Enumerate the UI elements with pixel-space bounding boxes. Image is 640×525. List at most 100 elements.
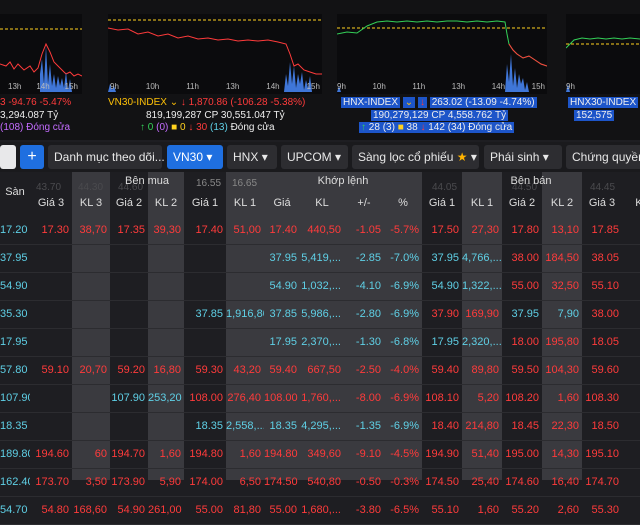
column-header-match-price[interactable]: Giá <box>273 197 291 209</box>
buy-vol-2-cell[interactable] <box>148 328 184 356</box>
buy-price-1-cell[interactable] <box>184 272 226 300</box>
buy-price-3-cell[interactable] <box>30 300 72 328</box>
buy-price-2-cell[interactable]: 194.70 <box>111 448 145 460</box>
buy-price-3-cell[interactable]: 173.70 <box>35 476 69 488</box>
header-san[interactable]: Sàn <box>5 186 25 198</box>
sell-price-1-cell[interactable]: 108.10 <box>425 392 459 404</box>
sell-price-2-cell[interactable]: 108.20 <box>505 392 539 404</box>
buy-vol-1-cell[interactable]: 1,916,80 <box>226 308 264 320</box>
sell-price-3-cell[interactable]: 108.30 <box>585 392 619 404</box>
sell-vol-3-cell[interactable] <box>622 496 640 524</box>
sell-vol-2-cell[interactable]: 32,50 <box>551 280 579 292</box>
buy-price-3-cell[interactable]: 17.30 <box>41 224 69 236</box>
sell-price-1-cell[interactable]: 17.50 <box>431 224 459 236</box>
sell-price-2-cell[interactable]: 55.20 <box>511 504 539 516</box>
sell-price-1-cell[interactable]: 37.95 <box>431 252 459 264</box>
sell-vol-3-cell[interactable]: 8 <box>622 300 640 328</box>
sell-vol-1-cell[interactable]: 25,40 <box>471 476 499 488</box>
sell-price-1-cell[interactable]: 37.90 <box>431 308 459 320</box>
sell-vol-3-cell[interactable] <box>622 440 640 468</box>
sell-price-3-cell[interactable]: 17.85 <box>591 224 619 236</box>
tab-hnx[interactable]: HNX ▾ <box>227 145 277 169</box>
buy-vol-2-cell[interactable]: 253,20 <box>148 392 182 404</box>
sell-vol-1-cell[interactable]: 5,20 <box>477 392 499 404</box>
sell-vol-1-cell[interactable]: 169,90 <box>465 308 499 320</box>
buy-price-1-cell[interactable] <box>184 244 226 272</box>
buy-vol-3-cell[interactable]: 38,70 <box>79 224 107 236</box>
sell-vol-3-cell[interactable] <box>622 468 640 496</box>
sell-vol-2-cell[interactable]: 184,50 <box>545 252 579 264</box>
tab-upcom[interactable]: UPCOM ▾ <box>281 145 348 169</box>
buy-vol-3-cell[interactable]: 60 <box>94 448 107 460</box>
sell-price-2-cell[interactable]: 18.00 <box>511 336 539 348</box>
sell-price-3-cell[interactable]: 195.10 <box>585 448 619 460</box>
sell-price-3-cell[interactable]: 55.10 <box>591 280 619 292</box>
sell-price-2-cell[interactable]: 59.50 <box>511 364 539 376</box>
chevron-down-icon[interactable]: ⌄ <box>169 97 179 108</box>
sell-vol-1-cell[interactable]: 89,80 <box>471 364 499 376</box>
table-row[interactable]: 18.35 18.35 2,558,... 18.35 4,295,... -1.35 -6… <box>0 412 640 441</box>
sell-vol-1-cell[interactable]: 214,80 <box>465 420 499 432</box>
tab-vn30[interactable]: VN30 ▾ <box>167 145 223 169</box>
column-header-sell-vol-1[interactable]: KL 1 <box>470 197 494 209</box>
index-card-vnindex[interactable]: 13h 14h 15h 3 -94.76 -5.47% 3,294.087 Tỷ… <box>0 0 100 140</box>
buy-vol-3-cell[interactable] <box>72 272 110 300</box>
buy-price-2-cell[interactable] <box>110 244 148 272</box>
tab-derivatives[interactable]: Phái sinh ▾ <box>484 145 562 169</box>
buy-price-2-cell[interactable]: 17.35 <box>117 224 145 236</box>
sell-vol-2-cell[interactable]: 14,30 <box>551 448 579 460</box>
buy-vol-1-cell[interactable] <box>226 244 264 272</box>
column-header-sell-vol-3[interactable]: KL <box>635 197 640 209</box>
sell-vol-1-cell[interactable]: 1,322,... <box>462 280 502 292</box>
sell-vol-2-cell[interactable]: 2,60 <box>557 504 579 516</box>
sell-price-2-cell[interactable]: 38.00 <box>511 252 539 264</box>
table-row[interactable]: 189.80194.6060194.701,60194.801,60194.80… <box>0 440 640 469</box>
buy-vol-3-cell[interactable] <box>72 244 110 272</box>
table-row[interactable]: 17.20 17.30 38,70 17.35 39,30 17.40 51,00 17.40… <box>0 216 640 245</box>
buy-price-2-cell[interactable] <box>110 300 148 328</box>
table-row[interactable]: 107.90107.90253,20108.00276,40108.001,76… <box>0 384 640 413</box>
buy-price-2-cell[interactable]: 54.90 <box>117 504 145 516</box>
column-header-change-pct[interactable]: % <box>398 197 408 209</box>
table-row[interactable]: 17.95 17.95 2,370,... -1.30 -6.8% 17.95 2,320,… <box>0 328 640 357</box>
column-header-buy-price-1[interactable]: Giá 1 <box>191 197 219 209</box>
buy-vol-3-cell[interactable]: 20,70 <box>79 364 107 376</box>
sell-vol-2-cell[interactable]: 22,30 <box>551 420 579 432</box>
sell-vol-3-cell[interactable]: 7 <box>622 216 640 244</box>
table-row[interactable]: 54.70 54.80 168,60 54.90 261,00 55.00 81,80 55.… <box>0 496 640 525</box>
buy-price-1-cell[interactable]: 108.00 <box>189 392 223 404</box>
sell-price-2-cell[interactable]: 195.00 <box>505 448 539 460</box>
index-card-hnx[interactable]: 9h 10h 11h 13h 14h 15h HNX-INDEX ⌄ ↓ 263… <box>337 0 559 140</box>
sell-price-2-cell[interactable]: 37.95 <box>511 308 539 320</box>
sell-price-1-cell[interactable]: 54.90 <box>431 280 459 292</box>
buy-price-2-cell[interactable] <box>110 328 148 356</box>
column-header-sell-price-1[interactable]: Giá 1 <box>428 197 456 209</box>
sell-price-1-cell[interactable]: 59.40 <box>431 364 459 376</box>
sell-price-1-cell[interactable]: 174.50 <box>425 476 459 488</box>
sell-price-2-cell[interactable]: 55.00 <box>511 280 539 292</box>
index-card-vn30[interactable]: 9h 10h 11h 13h 14h 15h VN30-INDEX ⌄ ↓ 1,… <box>108 0 330 140</box>
buy-vol-1-cell[interactable]: 1,60 <box>239 448 261 460</box>
buy-vol-3-cell[interactable] <box>72 328 110 356</box>
buy-vol-3-cell[interactable]: 3,50 <box>85 476 107 488</box>
buy-vol-3-cell[interactable]: 168,60 <box>73 504 107 516</box>
buy-price-1-cell[interactable]: 59.30 <box>195 364 223 376</box>
buy-vol-2-cell[interactable] <box>148 412 184 440</box>
sell-vol-1-cell[interactable]: 4,766,... <box>462 252 502 264</box>
buy-vol-2-cell[interactable] <box>148 272 184 300</box>
buy-vol-2-cell[interactable]: 1,60 <box>159 448 181 460</box>
sell-vol-3-cell[interactable]: 2 <box>622 356 640 384</box>
buy-price-1-cell[interactable]: 37.85 <box>195 308 223 320</box>
sell-price-3-cell[interactable]: 59.60 <box>591 364 619 376</box>
sell-price-3-cell[interactable]: 38.00 <box>591 308 619 320</box>
buy-vol-1-cell[interactable]: 276,40 <box>227 392 261 404</box>
buy-price-1-cell[interactable]: 194.80 <box>189 448 223 460</box>
column-header-buy-vol-1[interactable]: KL 1 <box>233 197 257 209</box>
buy-vol-1-cell[interactable]: 6,50 <box>239 476 261 488</box>
sell-vol-1-cell[interactable]: 27,30 <box>471 224 499 236</box>
sell-vol-2-cell[interactable]: 16,40 <box>551 476 579 488</box>
buy-price-3-cell[interactable]: 54.80 <box>41 504 69 516</box>
buy-price-3-cell[interactable] <box>30 272 72 300</box>
buy-price-2-cell[interactable]: 173.90 <box>111 476 145 488</box>
buy-price-2-cell[interactable]: 107.90 <box>111 392 145 404</box>
